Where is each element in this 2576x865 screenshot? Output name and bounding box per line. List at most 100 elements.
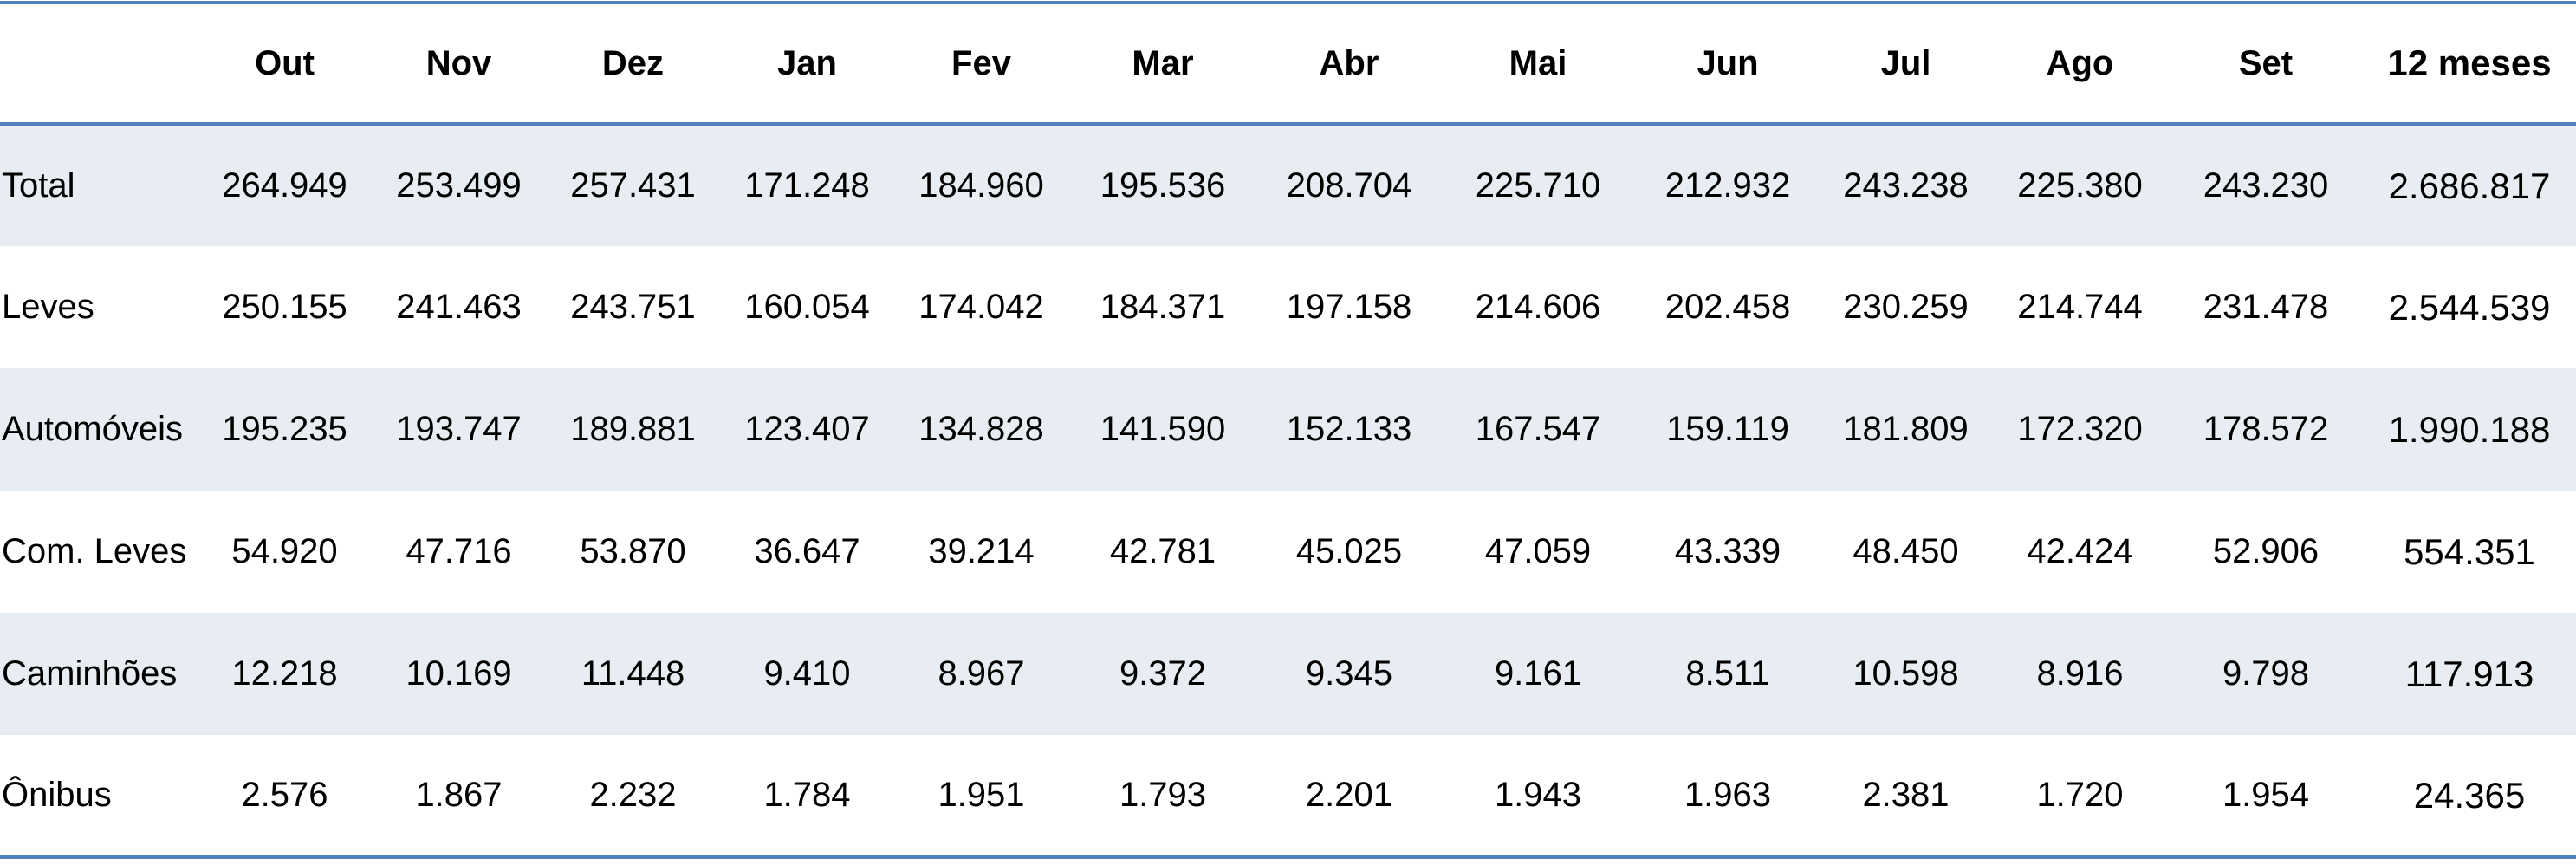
cell: 11.448	[581, 654, 685, 693]
cell: 159.119	[1666, 410, 1789, 448]
column-header: Set	[2238, 43, 2294, 82]
cell: 10.598	[1853, 654, 1959, 693]
cell: 241.463	[396, 288, 522, 326]
cell: 264.949	[222, 166, 347, 205]
cell: 47.716	[406, 532, 512, 570]
column-header: Jan	[777, 43, 837, 82]
cell: 243.751	[570, 288, 696, 326]
cell: 181.809	[1843, 410, 1969, 448]
cell: 172.320	[2017, 410, 2143, 448]
cell: 47.059	[1484, 532, 1592, 570]
cell: 195.536	[1100, 166, 1226, 205]
row-label: Caminhões	[2, 654, 178, 693]
column-header: Ago	[2046, 43, 2114, 82]
cell: 1.784	[763, 776, 851, 814]
cell: 174.042	[918, 288, 1044, 326]
cell: 2.381	[1862, 776, 1950, 814]
cell: 123.407	[744, 410, 870, 448]
cell: 1.720	[2036, 776, 2124, 814]
cell: 48.450	[1853, 532, 1959, 570]
cell: 253.499	[396, 166, 522, 205]
cell: 1.793	[1119, 776, 1207, 814]
cell: 1.943	[1494, 776, 1582, 814]
cell: 10.169	[406, 654, 512, 693]
cell: 184.371	[1100, 288, 1226, 326]
cell: 195.235	[222, 410, 347, 448]
cell: 42.781	[1109, 532, 1217, 570]
cell: 214.606	[1475, 288, 1601, 326]
cell: 39.214	[928, 532, 1035, 570]
cell: 8.511	[1685, 654, 1770, 693]
cell: 171.248	[744, 166, 870, 205]
column-header: Jul	[1880, 43, 1931, 82]
cell: 52.906	[2212, 532, 2320, 570]
cell: 230.259	[1843, 288, 1969, 326]
cell: 9.345	[1305, 654, 1393, 693]
cell: 208.704	[1286, 166, 1412, 205]
cell: 8.916	[2036, 654, 2124, 693]
cell: 202.458	[1664, 288, 1791, 326]
cell: 212.932	[1664, 166, 1791, 205]
header-corner	[0, 3, 198, 124]
cell: 189.881	[570, 410, 696, 448]
table-row: Total 264.949 253.499 257.431 171.248 184.960…	[0, 124, 2576, 246]
column-header: Out	[255, 43, 315, 82]
table-row: Automóveis 195.235 193.747 189.881 123.407 13…	[0, 368, 2576, 491]
cell: 24.365	[2413, 774, 2526, 816]
column-header: 12 meses	[2387, 42, 2552, 83]
row-label: Total	[2, 166, 75, 205]
cell: 9.410	[763, 654, 851, 693]
cell: 53.870	[580, 532, 686, 570]
cell: 2.201	[1305, 776, 1393, 814]
cell: 141.590	[1100, 410, 1226, 448]
cell: 12.218	[231, 654, 338, 693]
table-row: Leves 250.155 241.463 243.751 160.054 174.042…	[0, 246, 2576, 368]
column-header: Mai	[1509, 43, 1567, 82]
cell: 250.155	[222, 288, 347, 326]
cell: 1.963	[1684, 776, 1772, 814]
cell: 243.238	[1843, 166, 1969, 205]
column-header: Mar	[1132, 43, 1194, 82]
cell: 2.232	[589, 776, 677, 814]
cell: 8.967	[938, 654, 1025, 693]
table-header: Out Nov Dez Jan Fev Mar Abr Mai Jun Jul Ago Set 12 m…	[0, 3, 2576, 124]
cell: 231.478	[2203, 288, 2329, 326]
cell: 134.828	[918, 410, 1044, 448]
table-row: Com. Leves 54.920 47.716 53.870 36.647 39.214…	[0, 491, 2576, 613]
cell: 152.133	[1286, 410, 1412, 448]
column-header: Fev	[951, 43, 1011, 82]
cell: 554.351	[2404, 530, 2535, 572]
column-header: Abr	[1319, 43, 1379, 82]
cell: 225.710	[1475, 166, 1601, 205]
cell: 167.547	[1475, 410, 1601, 448]
cell: 54.920	[231, 532, 338, 570]
row-label: Com. Leves	[2, 532, 187, 570]
header-row: Out Nov Dez Jan Fev Mar Abr Mai Jun Jul Ago Set 12 m…	[0, 3, 2576, 124]
cell: 2.576	[241, 776, 328, 814]
cell: 160.054	[744, 288, 870, 326]
cell: 1.954	[2222, 776, 2310, 814]
table-row: Ônibus 2.576 1.867 2.232 1.784 1.951 1.793 2.20…	[0, 735, 2576, 857]
cell: 43.339	[1674, 532, 1781, 570]
cell: 178.572	[2203, 410, 2329, 448]
cell: 225.380	[2017, 166, 2143, 205]
cell: 2.686.817	[2388, 165, 2551, 206]
cell: 42.424	[2027, 532, 2133, 570]
cell: 117.913	[2404, 653, 2534, 694]
column-header: Dez	[601, 43, 665, 82]
cell: 184.960	[918, 166, 1044, 205]
cell: 1.951	[938, 776, 1025, 814]
cell: 9.161	[1494, 654, 1582, 693]
cell: 1.867	[415, 776, 503, 814]
cell: 45.025	[1295, 532, 1403, 570]
cell: 214.744	[2017, 288, 2143, 326]
cell: 243.230	[2203, 166, 2329, 205]
cell: 2.544.539	[2388, 286, 2551, 328]
column-header: Jun	[1697, 43, 1759, 82]
cell: 9.372	[1119, 654, 1207, 693]
cell: 36.647	[754, 532, 860, 570]
table-body: Total 264.949 253.499 257.431 171.248 184.960…	[0, 124, 2576, 857]
cell: 193.747	[396, 410, 522, 448]
